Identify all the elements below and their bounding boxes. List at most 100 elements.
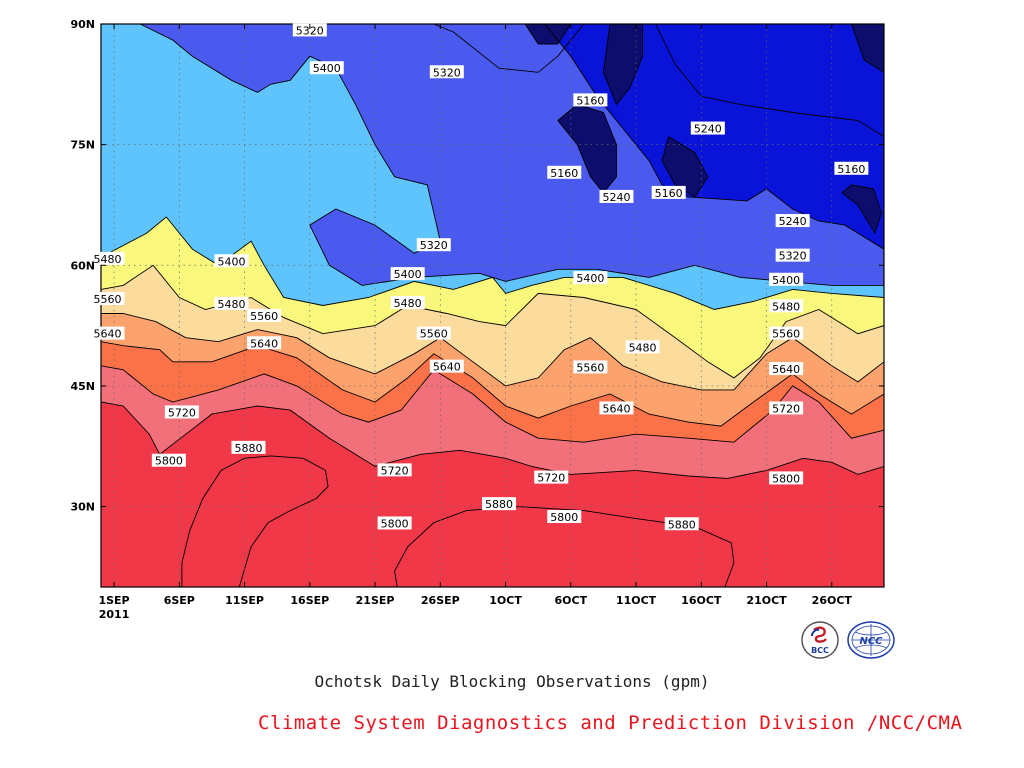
region-5160-10 <box>842 184 882 234</box>
contour-label: 5480 <box>629 341 657 354</box>
contour-label: 5720 <box>537 472 565 485</box>
contour-label-bg <box>775 248 810 262</box>
contour-5160-15 <box>661 136 709 198</box>
contour-label-bg <box>247 336 282 350</box>
contour-5640-4 <box>101 341 884 427</box>
region-5160-8 <box>525 24 571 45</box>
contour-label: 5720 <box>772 402 800 415</box>
contour-label-bg <box>769 272 804 286</box>
contour-label-bg <box>769 326 804 340</box>
contour-label: 5240 <box>602 191 630 204</box>
contour-label-bg <box>164 405 199 419</box>
contour-label-bg <box>769 299 804 313</box>
contour-5800-2 <box>101 401 884 479</box>
contour-5400-7 <box>101 216 884 310</box>
contour-label-bg <box>482 497 517 511</box>
contour-label-bg <box>769 362 804 376</box>
contour-label: 5640 <box>602 402 630 415</box>
contour-label-bg <box>416 238 451 252</box>
contour-label-bg <box>90 326 125 340</box>
contour-label: 5480 <box>94 253 122 266</box>
contour-label-bg <box>390 296 425 310</box>
contour-label-bg <box>664 517 699 531</box>
contour-lines <box>101 24 884 587</box>
contour-label-bg <box>769 401 804 415</box>
contour-label-bg <box>214 296 249 310</box>
contour-label-bg <box>651 185 686 199</box>
contour-label: 5240 <box>694 123 722 136</box>
region-5160-7 <box>603 24 643 105</box>
contour-label: 5400 <box>576 272 604 285</box>
credit-line: Climate System Diagnostics and Predictio… <box>258 712 963 734</box>
contour-labels: 5320 5400 5320 5160 5240 5160 5240 5160 5160 5240… <box>90 23 869 531</box>
contour-label-bg <box>625 340 660 354</box>
x-tick-label: 16OCT <box>681 594 722 607</box>
contour-label-bg <box>377 463 412 477</box>
contour-label-bg <box>573 93 608 107</box>
contour-label-bg <box>690 121 725 135</box>
x-tick-label: 21OCT <box>746 594 787 607</box>
contour-label-bg <box>377 516 412 530</box>
contour-label: 5160 <box>837 163 865 176</box>
contour-label-bg <box>573 360 608 374</box>
x-tick-label: 6OCT <box>555 594 588 607</box>
contour-label: 5720 <box>168 406 196 419</box>
contour-5240-11 <box>655 24 884 137</box>
contour-label: 5320 <box>779 250 807 263</box>
contour-label-bg <box>429 65 464 79</box>
x-tick-label: 1SEP <box>98 594 129 607</box>
contour-label: 5480 <box>394 297 422 310</box>
contour-label-bg <box>247 308 282 322</box>
contour-label-bg <box>775 214 810 228</box>
contour-label: 5240 <box>779 215 807 228</box>
contour-label: 5560 <box>250 310 278 323</box>
contour-label: 5160 <box>576 94 604 107</box>
region-5880-1 <box>394 506 734 587</box>
contour-label-bg <box>90 251 125 265</box>
x-tick-label: 11SEP <box>225 594 264 607</box>
contour-5320-9 <box>433 24 585 73</box>
contour-5160-14 <box>524 24 572 45</box>
bcc-logo: BCC <box>801 621 839 659</box>
contour-label: 5560 <box>420 328 448 341</box>
region-5240-5 <box>655 24 884 137</box>
contour-label: 5560 <box>94 293 122 306</box>
contour-label: 5800 <box>772 472 800 485</box>
x-tick-year: 2011 <box>99 608 130 621</box>
contour-5480-6 <box>101 264 884 379</box>
contour-label-bg <box>151 453 186 467</box>
contour-label-bg <box>769 471 804 485</box>
contour-label: 5560 <box>772 328 800 341</box>
contour-5160-17 <box>850 24 884 73</box>
contour-label-bg <box>90 292 125 306</box>
contour-label: 5480 <box>772 300 800 313</box>
ncc-logo: NCC <box>847 621 895 659</box>
contour-5320-8 <box>140 24 884 286</box>
y-tick-label: 60N <box>70 259 95 272</box>
contour-label: 5160 <box>655 187 683 200</box>
x-tick-label: 21SEP <box>356 594 395 607</box>
contour-label: 5480 <box>218 298 246 311</box>
contour-5880-1 <box>394 506 735 587</box>
contour-label: 5640 <box>250 337 278 350</box>
contour-label-bg <box>292 23 327 37</box>
contour-label: 5800 <box>550 511 578 524</box>
contour-label-bg <box>534 470 569 484</box>
contour-label-bg <box>429 359 464 373</box>
x-tick-label: 6SEP <box>164 594 195 607</box>
contour-label-bg <box>231 440 266 454</box>
x-tick-label: 26SEP <box>421 594 460 607</box>
y-tick-label: 30N <box>70 501 95 514</box>
contour-label: 5160 <box>550 167 578 180</box>
contour-5160-13 <box>602 24 644 106</box>
ncc-logo-text: NCC <box>859 636 883 647</box>
contour-label: 5800 <box>155 455 183 468</box>
plot-frame <box>100 23 885 588</box>
y-tick-label: 90N <box>70 18 95 31</box>
region-5160-6 <box>557 104 617 193</box>
contour-5160-16 <box>841 184 882 235</box>
contour-fills <box>101 24 884 587</box>
contour-label-bg <box>309 61 344 75</box>
contour-label: 5320 <box>296 24 324 37</box>
